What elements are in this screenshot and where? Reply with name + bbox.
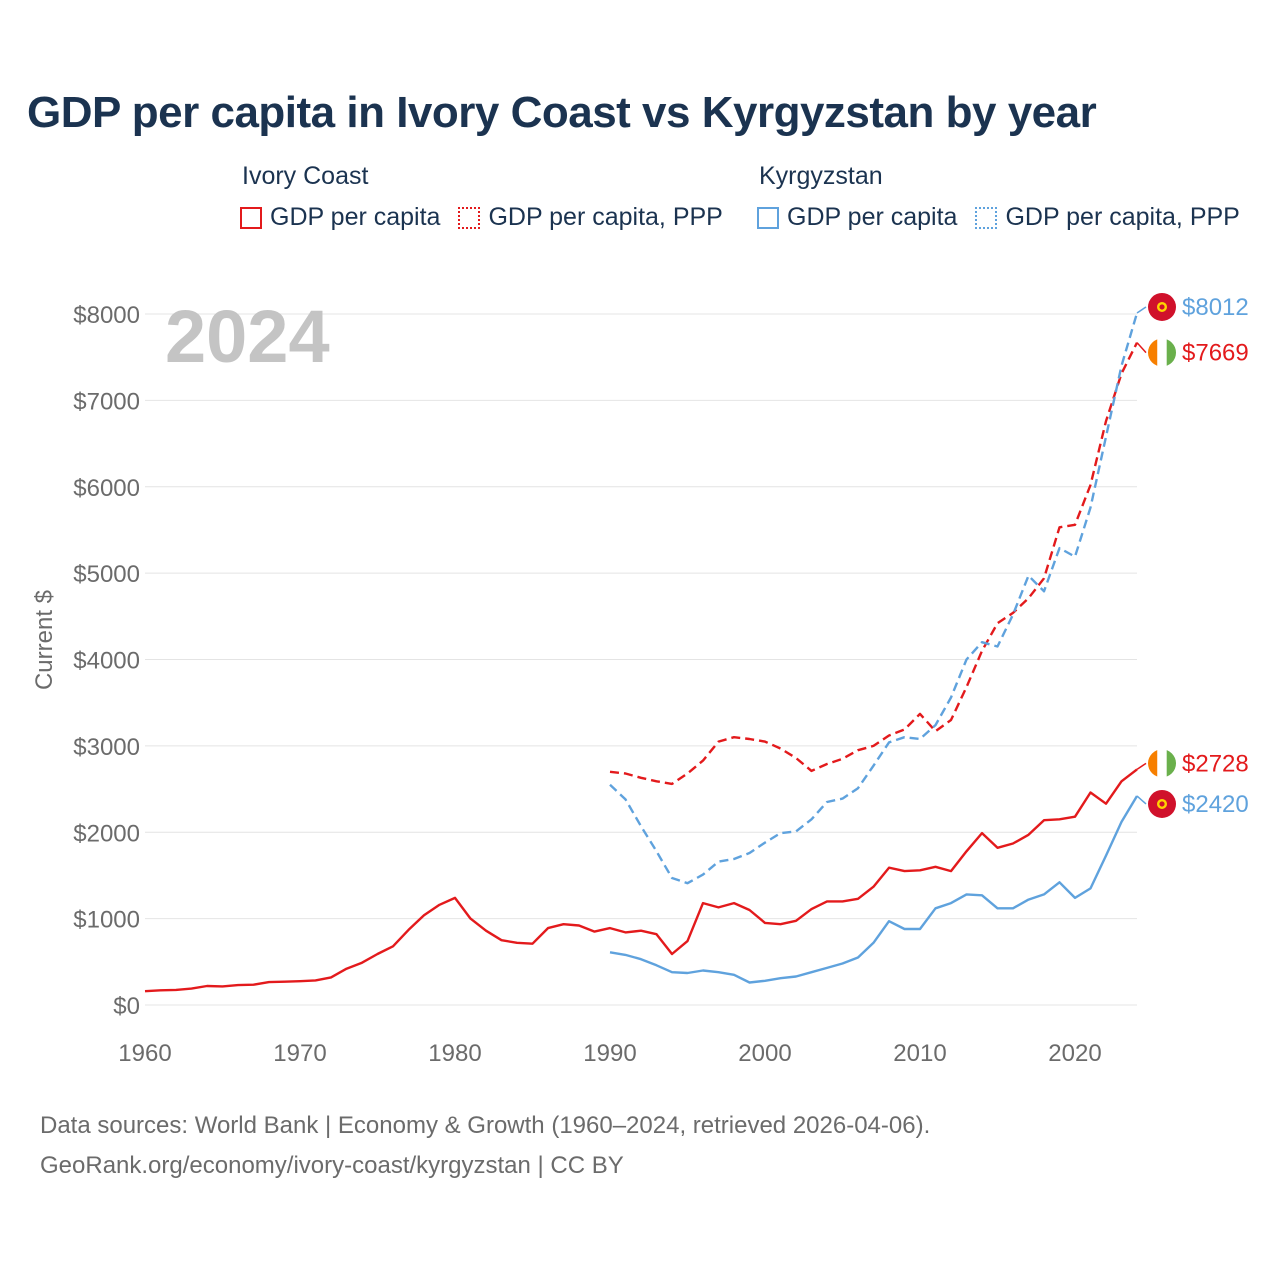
legend-item-kyrgyzstan-gdp[interactable]: GDP per capita: [757, 203, 957, 232]
end-value-label: $7669: [1182, 340, 1249, 367]
solid-line-swatch-icon: [240, 206, 262, 229]
gridlines: [145, 313, 1137, 1006]
series-line: [144, 768, 1138, 993]
series-line: [609, 795, 1139, 984]
year-watermark: 2024: [165, 295, 330, 378]
legend-item-ivory-coast-gdp-ppp[interactable]: GDP per capita, PPP: [458, 203, 723, 232]
x-tick-label: 1990: [583, 1040, 636, 1067]
y-tick-label: $3000: [73, 734, 140, 761]
ivory-coast-flag-icon: [1148, 338, 1176, 367]
end-label-leader: [1136, 342, 1147, 354]
kyrgyzstan-flag-icon: [1148, 292, 1176, 321]
x-tick-label: 2000: [738, 1040, 791, 1067]
y-tick-label: $2000: [73, 820, 140, 847]
y-tick-label: $8000: [73, 302, 140, 329]
series-line: [609, 312, 1139, 885]
legend-item-label: GDP per capita: [787, 203, 958, 231]
x-axis-ticks: 1960 1970 1980 1990 2000 2010 2020: [118, 1040, 1101, 1067]
y-tick-label: $0: [113, 993, 140, 1020]
y-tick-label: $1000: [73, 907, 140, 934]
end-label-leader: [1136, 762, 1147, 770]
x-tick-label: 1980: [428, 1040, 481, 1067]
footer: Data sources: World Bank | Economy & Gro…: [40, 1106, 930, 1186]
end-labels: $2728 $7669 $2420 $8012: [1136, 292, 1249, 818]
x-tick-label: 1970: [273, 1040, 326, 1067]
end-value-label: $2728: [1182, 750, 1249, 777]
y-tick-label: $7000: [73, 388, 140, 415]
footer-sources: Data sources: World Bank | Economy & Gro…: [40, 1112, 931, 1139]
legend-country-name: Ivory Coast: [242, 162, 369, 190]
series-line: [609, 342, 1139, 786]
legend-group-kyrgyzstan: Kyrgyzstan GDP per capita GDP per capita…: [757, 162, 1258, 232]
footer-attribution: GeoRank.org/economy/ivory-coast/kyrgyzst…: [40, 1152, 624, 1179]
legend-item-ivory-coast-gdp[interactable]: GDP per capita: [240, 203, 440, 232]
series-lines: [144, 312, 1139, 993]
x-tick-label: 2020: [1048, 1040, 1101, 1067]
legend-item-label: GDP per capita, PPP: [488, 203, 723, 231]
y-axis-ticks: $0 $1000 $2000 $3000 $4000 $5000 $6000 $7000 $80…: [73, 302, 140, 1020]
end-value-label: $8012: [1182, 294, 1249, 321]
x-tick-label: 2010: [893, 1040, 946, 1067]
y-tick-label: $6000: [73, 475, 140, 502]
legend-item-label: GDP per capita, PPP: [1005, 203, 1240, 231]
end-label-leader: [1136, 306, 1147, 314]
legend-item-kyrgyzstan-gdp-ppp[interactable]: GDP per capita, PPP: [975, 203, 1240, 232]
legend-group-ivory-coast: Ivory Coast GDP per capita GDP per capit…: [240, 162, 741, 232]
legend-item-label: GDP per capita: [270, 203, 441, 231]
end-label-leader: [1136, 795, 1147, 805]
y-tick-label: $5000: [73, 561, 140, 588]
solid-line-swatch-icon: [757, 206, 779, 229]
y-axis-label: Current $: [31, 590, 58, 690]
x-tick-label: 1960: [118, 1040, 171, 1067]
legend-country-name: Kyrgyzstan: [759, 162, 883, 190]
end-value-label: $2420: [1182, 791, 1249, 818]
ivory-coast-flag-icon: [1148, 749, 1176, 778]
dotted-line-swatch-icon: [975, 206, 998, 229]
chart-title: GDP per capita in Ivory Coast vs Kyrgyzs…: [27, 88, 1097, 137]
y-tick-label: $4000: [73, 648, 140, 675]
dotted-line-swatch-icon: [458, 206, 481, 229]
kyrgyzstan-flag-icon: [1148, 789, 1176, 818]
